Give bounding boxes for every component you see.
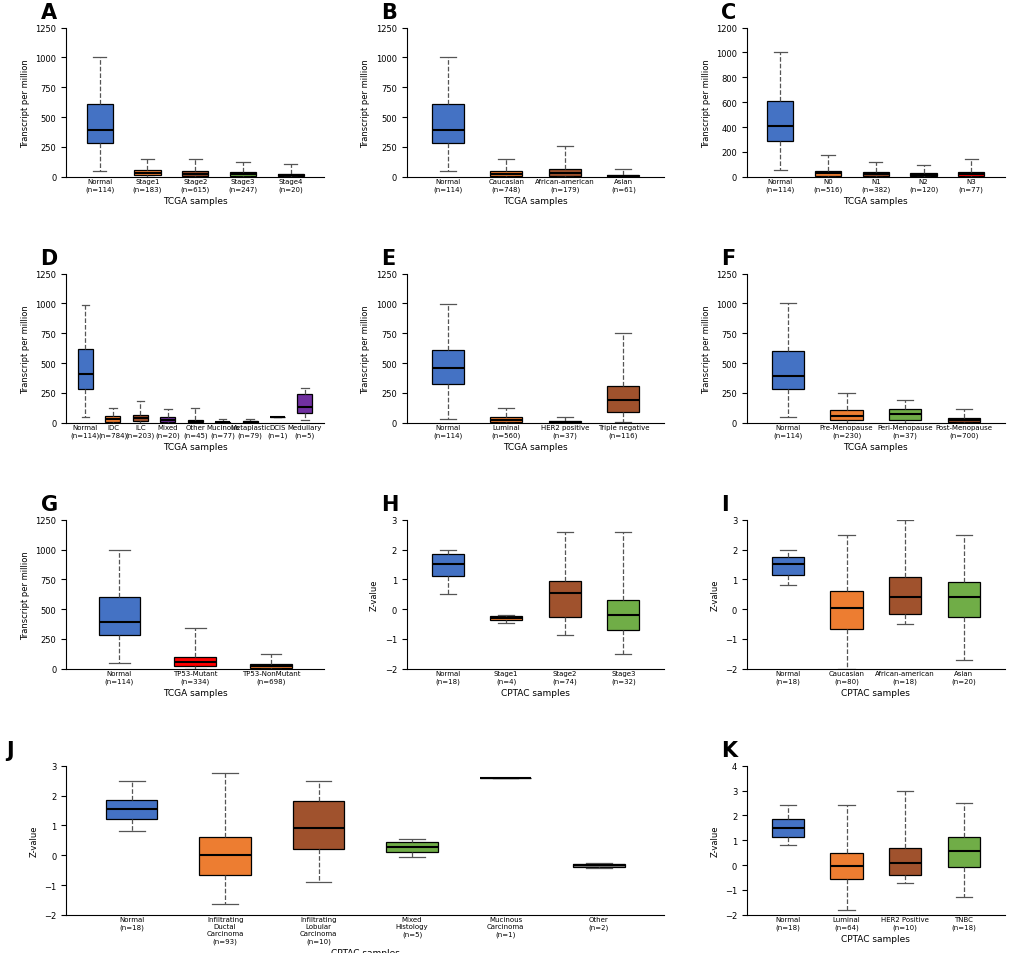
PathPatch shape: [814, 172, 841, 176]
PathPatch shape: [548, 581, 581, 617]
PathPatch shape: [135, 171, 160, 176]
Y-axis label: Transcript per million: Transcript per million: [361, 305, 370, 394]
PathPatch shape: [771, 820, 803, 837]
PathPatch shape: [174, 658, 216, 666]
X-axis label: CPTAC samples: CPTAC samples: [841, 934, 909, 943]
PathPatch shape: [548, 170, 581, 176]
Text: A: A: [41, 3, 57, 23]
PathPatch shape: [489, 417, 522, 422]
Text: B: B: [380, 3, 396, 23]
X-axis label: CPTAC samples: CPTAC samples: [500, 688, 570, 698]
PathPatch shape: [160, 417, 175, 422]
Text: F: F: [720, 249, 735, 269]
Y-axis label: Transcript per million: Transcript per million: [701, 59, 710, 148]
PathPatch shape: [910, 174, 935, 177]
PathPatch shape: [606, 175, 639, 177]
X-axis label: TCGA samples: TCGA samples: [843, 196, 907, 206]
Text: C: C: [720, 3, 736, 23]
PathPatch shape: [889, 410, 920, 420]
X-axis label: CPTAC samples: CPTAC samples: [841, 688, 909, 698]
PathPatch shape: [548, 421, 581, 423]
PathPatch shape: [229, 173, 256, 177]
Y-axis label: Z-value: Z-value: [370, 578, 379, 610]
PathPatch shape: [889, 578, 920, 614]
PathPatch shape: [573, 863, 624, 866]
PathPatch shape: [606, 600, 639, 630]
Y-axis label: Z-value: Z-value: [30, 824, 39, 856]
Text: E: E: [380, 249, 394, 269]
PathPatch shape: [947, 418, 979, 422]
Y-axis label: Z-value: Z-value: [709, 578, 718, 610]
PathPatch shape: [489, 616, 522, 620]
X-axis label: TCGA samples: TCGA samples: [163, 688, 227, 698]
X-axis label: TCGA samples: TCGA samples: [502, 442, 568, 452]
PathPatch shape: [957, 172, 983, 177]
PathPatch shape: [99, 598, 140, 636]
Text: K: K: [720, 740, 737, 760]
PathPatch shape: [766, 102, 793, 142]
PathPatch shape: [771, 558, 803, 576]
Y-axis label: Transcript per million: Transcript per million: [21, 305, 30, 394]
PathPatch shape: [829, 411, 862, 420]
PathPatch shape: [829, 592, 862, 629]
X-axis label: TCGA samples: TCGA samples: [163, 442, 227, 452]
PathPatch shape: [829, 853, 862, 879]
PathPatch shape: [292, 801, 344, 849]
Text: J: J: [6, 740, 14, 760]
PathPatch shape: [132, 416, 148, 421]
PathPatch shape: [298, 395, 312, 414]
PathPatch shape: [215, 422, 230, 423]
PathPatch shape: [947, 582, 979, 617]
Y-axis label: Transcript per million: Transcript per million: [21, 59, 30, 148]
Y-axis label: Transcript per million: Transcript per million: [701, 305, 710, 394]
PathPatch shape: [431, 555, 464, 577]
PathPatch shape: [606, 387, 639, 413]
PathPatch shape: [182, 172, 208, 176]
PathPatch shape: [77, 350, 93, 390]
PathPatch shape: [243, 421, 258, 423]
X-axis label: CPTAC samples: CPTAC samples: [330, 948, 399, 953]
X-axis label: TCGA samples: TCGA samples: [163, 196, 227, 206]
PathPatch shape: [431, 105, 464, 144]
Y-axis label: Transcript per million: Transcript per million: [21, 550, 30, 639]
PathPatch shape: [250, 664, 291, 668]
Text: G: G: [41, 495, 58, 515]
PathPatch shape: [386, 841, 437, 852]
PathPatch shape: [200, 837, 251, 875]
Text: H: H: [380, 495, 397, 515]
Text: D: D: [41, 249, 58, 269]
Y-axis label: Z-value: Z-value: [709, 824, 718, 856]
PathPatch shape: [771, 352, 803, 390]
PathPatch shape: [105, 416, 120, 422]
Text: I: I: [720, 495, 728, 515]
PathPatch shape: [947, 837, 979, 867]
PathPatch shape: [889, 848, 920, 875]
PathPatch shape: [106, 801, 157, 820]
PathPatch shape: [87, 105, 113, 144]
Y-axis label: Transcript per million: Transcript per million: [361, 59, 370, 148]
PathPatch shape: [277, 174, 304, 177]
PathPatch shape: [431, 351, 464, 385]
X-axis label: TCGA samples: TCGA samples: [843, 442, 907, 452]
PathPatch shape: [187, 420, 203, 423]
PathPatch shape: [489, 172, 522, 176]
PathPatch shape: [862, 172, 888, 177]
X-axis label: TCGA samples: TCGA samples: [502, 196, 568, 206]
